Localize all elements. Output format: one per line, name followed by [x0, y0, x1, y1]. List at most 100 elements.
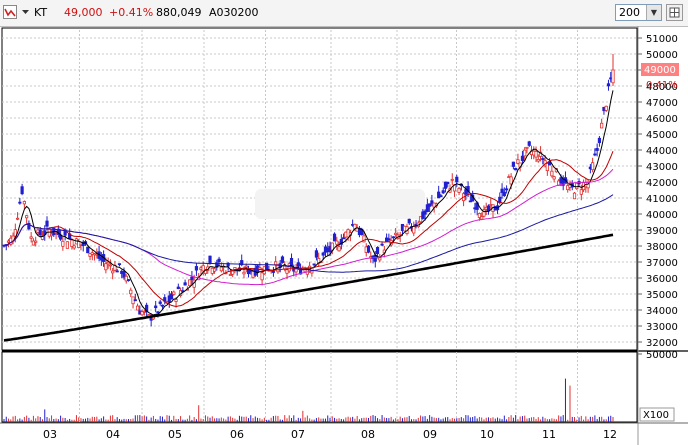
candle-body — [38, 229, 42, 236]
candle-body — [523, 149, 527, 157]
candle-body — [219, 266, 223, 272]
candle-body — [421, 211, 425, 219]
price-tick-label: 51000 — [646, 34, 678, 45]
candle-body — [176, 286, 180, 290]
ma-120-line — [3, 194, 614, 273]
price-tick-label: 35000 — [646, 290, 678, 301]
candle-body — [597, 137, 602, 144]
candle-body — [550, 170, 554, 177]
candle-body — [595, 148, 599, 151]
candle-body — [407, 218, 411, 224]
candle-body — [289, 257, 294, 266]
x-tick-label: 12 — [603, 428, 617, 441]
candle-body — [545, 163, 549, 171]
candle-body — [353, 223, 357, 231]
stock-name: KT — [34, 6, 48, 19]
price-tick-label: 34000 — [646, 306, 678, 317]
volume-tick-label: 50000 — [646, 350, 678, 361]
candle-body — [156, 311, 160, 314]
price-tick-label: 42000 — [646, 178, 678, 189]
price-tick-label: 38000 — [646, 242, 678, 253]
candle-body — [228, 274, 232, 276]
candle-body — [450, 178, 454, 181]
price-tick-label: 37000 — [646, 258, 678, 269]
current-change-label: 0.41% — [646, 80, 678, 91]
x-tick-label: 08 — [361, 428, 375, 441]
candle-body — [606, 83, 611, 87]
chart-type-icon[interactable] — [3, 5, 17, 19]
trade-volume: 880,049 — [156, 6, 202, 19]
chevron-down-icon[interactable]: ▼ — [646, 5, 661, 20]
candle-body — [135, 305, 140, 311]
candle-body — [339, 238, 343, 245]
candle-body — [260, 272, 264, 281]
candle-body — [534, 151, 538, 158]
candle-body — [45, 220, 49, 227]
candle-body — [593, 153, 597, 156]
candle-body — [375, 247, 380, 255]
current-price-marker — [641, 63, 679, 76]
candle-body — [312, 263, 316, 266]
price-change-rate: +0.41% — [109, 6, 154, 19]
price-tick-label: 46000 — [646, 114, 678, 125]
candle-body — [332, 233, 337, 242]
candle-body — [106, 261, 110, 265]
candle-body — [579, 189, 583, 195]
candle-body — [317, 258, 321, 264]
candle-body — [188, 279, 192, 287]
price-tick-label: 47000 — [646, 98, 678, 109]
candle-body — [22, 201, 26, 205]
candle-body — [154, 305, 158, 309]
candle-body — [511, 161, 515, 167]
x-tick-label: 11 — [542, 428, 556, 441]
candle-body — [158, 301, 162, 304]
period-value: 200 — [619, 6, 640, 19]
x-tick-label: 10 — [480, 428, 494, 441]
candle-body — [115, 270, 119, 273]
candle-body — [541, 158, 545, 160]
candle-body — [482, 209, 486, 217]
candle-body — [572, 192, 577, 200]
candle-body — [428, 203, 432, 207]
candle-body — [548, 161, 552, 166]
price-tick-label: 50000 — [646, 50, 678, 61]
candle-body — [591, 162, 595, 171]
candle-body — [15, 217, 20, 220]
candle-body — [172, 291, 176, 295]
candle-body — [108, 264, 113, 267]
grid-settings-icon — [669, 7, 680, 18]
candle-body — [611, 69, 615, 84]
candle-body — [604, 105, 608, 111]
price-tick-label: 36000 — [646, 274, 678, 285]
candle-body — [480, 216, 484, 220]
candle-body — [280, 256, 285, 263]
candle-body — [86, 246, 90, 254]
candle-body — [133, 299, 137, 302]
candle-body — [423, 210, 427, 215]
candle-body — [122, 270, 126, 278]
candle-body — [418, 216, 423, 223]
price-tick-label: 45000 — [646, 130, 678, 141]
price-chart[interactable]: 51000 50000 49000 48000 47000 46000 45000 44000… — [0, 26, 688, 445]
candle-body — [486, 205, 491, 212]
period-select[interactable]: 200 ▼ — [615, 4, 662, 21]
price-tick-label: 33000 — [646, 322, 678, 333]
candle-body — [190, 276, 194, 280]
candle-body — [362, 235, 366, 243]
candle-body — [226, 262, 230, 267]
chart-settings-button[interactable] — [666, 4, 683, 21]
ma-200-line — [3, 233, 614, 342]
candle-body — [25, 215, 29, 219]
candle-body — [231, 270, 235, 275]
candle-body — [129, 289, 133, 295]
candle-body — [366, 245, 371, 253]
candle-body — [446, 181, 450, 185]
candle-body — [527, 141, 531, 146]
dropdown-arrow-icon[interactable] — [19, 5, 32, 19]
candle-body — [124, 275, 128, 282]
candle-body — [525, 146, 529, 149]
chart-header: KT 49,000 +0.41% 880,049 A030200 200 ▼ — [0, 0, 688, 27]
candle-body — [40, 235, 45, 240]
candle-body — [296, 262, 300, 267]
candle-body — [425, 204, 429, 212]
